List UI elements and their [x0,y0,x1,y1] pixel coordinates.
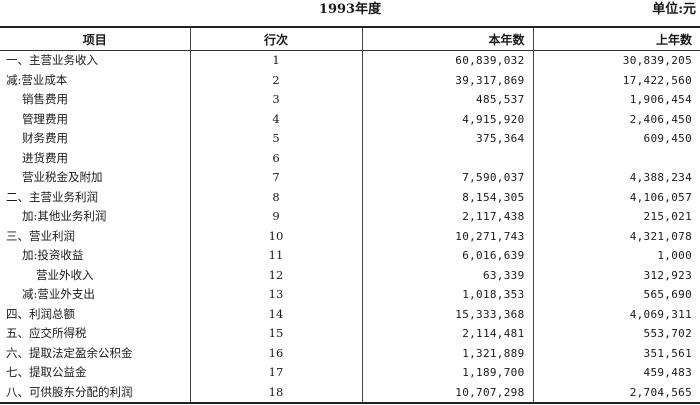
header-item: 项目 [0,27,190,51]
row-current-year: 60,839,032 [361,50,533,71]
row-line-number: 3 [189,90,362,110]
row-line-number: 9 [189,207,362,227]
table-row: 二、主营业务利润 8 8,154,305 4,106,057 [0,187,700,207]
table-row: 加:投资收益 11 6,016,639 1,000 [0,246,700,266]
row-line-number: 6 [189,148,362,168]
row-current-year: 39,317,869 [361,70,533,90]
row-prior-year: 1,000 [532,246,700,266]
row-item: 四、利润总额 [6,306,75,321]
table-row: 营业外收入 12 63,339 312,923 [0,265,700,285]
row-prior-year: 609,450 [532,129,700,149]
row-line-number: 15 [189,324,362,344]
row-item: 销售费用 [22,92,68,107]
row-current-year: 7,590,037 [361,168,533,188]
header-current-year: 本年数 [361,27,533,51]
header-line-number: 行次 [189,27,362,51]
row-line-number: 1 [189,50,362,71]
row-line-number: 5 [189,129,362,149]
row-prior-year [532,148,700,168]
row-item: 六、提取法定盈余公积金 [6,345,133,360]
row-prior-year: 459,483 [532,363,700,383]
row-current-year: 1,321,889 [361,343,533,363]
table-row: 销售费用 3 485,537 1,906,454 [0,90,700,110]
row-item: 财务费用 [22,131,68,146]
row-item: 二、主营业务利润 [6,189,98,204]
row-current-year: 4,915,920 [361,109,533,129]
table-row: 一、主营业务收入 1 60,839,032 30,839,205 [0,50,700,71]
row-current-year [361,148,533,168]
row-line-number: 16 [189,343,362,363]
row-line-number: 17 [189,363,362,383]
row-prior-year: 30,839,205 [532,50,700,71]
row-item: 营业税金及附加 [22,170,103,185]
row-prior-year: 2,406,450 [532,109,700,129]
row-item: 三、营业利润 [6,228,75,243]
row-item: 减:营业成本 [6,72,68,87]
row-prior-year: 4,388,234 [532,168,700,188]
row-line-number: 14 [189,304,362,324]
row-prior-year: 1,906,454 [532,90,700,110]
row-prior-year: 215,021 [532,207,700,227]
row-line-number: 10 [189,226,362,246]
row-line-number: 2 [189,70,362,90]
table-row: 营业税金及附加 7 7,590,037 4,388,234 [0,168,700,188]
table-row: 四、利润总额 14 15,333,368 4,069,311 [0,304,700,324]
row-line-number: 12 [189,265,362,285]
row-current-year: 8,154,305 [361,187,533,207]
row-item: 进货费用 [22,150,68,165]
row-current-year: 2,117,438 [361,207,533,227]
row-current-year: 10,271,743 [361,226,533,246]
row-item: 一、主营业务收入 [6,53,98,68]
row-current-year: 15,333,368 [361,304,533,324]
row-item: 管理费用 [22,111,68,126]
row-prior-year: 4,106,057 [532,187,700,207]
table-row: 进货费用 6 [0,148,700,168]
row-prior-year: 312,923 [532,265,700,285]
row-prior-year: 2,704,565 [532,382,700,403]
income-statement-table: 项目 行次 本年数 上年数 一、主营业务收入 1 60,839,032 30,839,… [0,26,700,404]
report-title: 1993年度 [318,2,382,17]
table-row: 减:营业外支出 13 1,018,353 565,690 [0,285,700,305]
row-item: 五、应交所得税 [6,326,87,341]
row-prior-year: 553,702 [532,324,700,344]
header-row: 项目 行次 本年数 上年数 [0,27,700,51]
row-prior-year: 565,690 [532,285,700,305]
table-row: 财务费用 5 375,364 609,450 [0,129,700,149]
table-row: 加:其他业务利润 9 2,117,438 215,021 [0,207,700,227]
row-current-year: 6,016,639 [361,246,533,266]
table-row: 减:营业成本 2 39,317,869 17,422,560 [0,70,700,90]
row-line-number: 11 [189,246,362,266]
row-line-number: 13 [189,285,362,305]
row-item: 加:投资收益 [22,248,84,263]
row-current-year: 1,018,353 [361,285,533,305]
row-current-year: 1,189,700 [361,363,533,383]
table-row: 八、可供股东分配的利润 18 10,707,298 2,704,565 [0,382,700,403]
row-prior-year: 4,069,311 [532,304,700,324]
row-prior-year: 351,561 [532,343,700,363]
row-current-year: 10,707,298 [361,382,533,403]
row-current-year: 485,537 [361,90,533,110]
row-current-year: 2,114,481 [361,324,533,344]
row-item: 加:其他业务利润 [22,209,107,224]
row-current-year: 63,339 [361,265,533,285]
table-row: 管理费用 4 4,915,920 2,406,450 [0,109,700,129]
row-item: 减:营业外支出 [22,287,95,302]
row-item: 八、可供股东分配的利润 [6,384,133,399]
table-row: 五、应交所得税 15 2,114,481 553,702 [0,324,700,344]
row-prior-year: 4,321,078 [532,226,700,246]
table-row: 七、提取公益金 17 1,189,700 459,483 [0,363,700,383]
row-item: 七、提取公益金 [6,365,87,380]
table-row: 三、营业利润 10 10,271,743 4,321,078 [0,226,700,246]
unit-label: 单位:元 [652,2,696,17]
row-line-number: 8 [189,187,362,207]
header-prior-year: 上年数 [532,27,700,51]
table-row: 六、提取法定盈余公积金 16 1,321,889 351,561 [0,343,700,363]
row-item: 营业外收入 [36,267,94,282]
row-line-number: 18 [189,382,362,403]
row-prior-year: 17,422,560 [532,70,700,90]
row-current-year: 375,364 [361,129,533,149]
row-line-number: 7 [189,168,362,188]
row-line-number: 4 [189,109,362,129]
